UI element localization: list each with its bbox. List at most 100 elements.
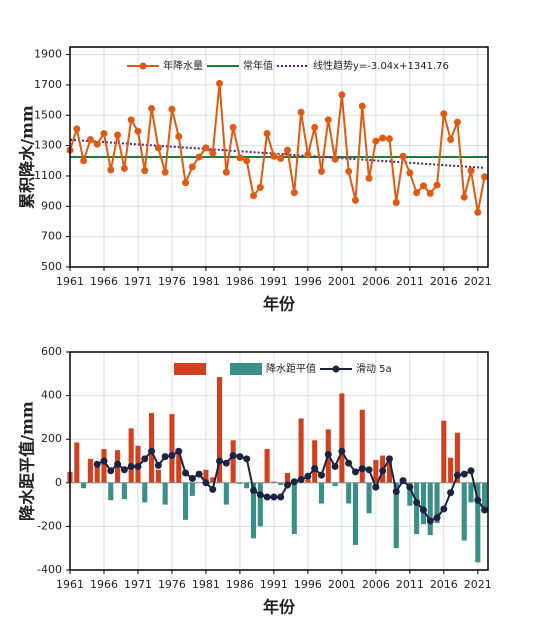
data-point bbox=[440, 110, 448, 118]
bar bbox=[461, 482, 467, 541]
data-point bbox=[100, 457, 108, 465]
data-line bbox=[69, 83, 486, 213]
legend-swatch bbox=[230, 363, 262, 375]
bar bbox=[121, 482, 127, 500]
bar bbox=[407, 482, 413, 506]
data-point bbox=[433, 181, 441, 189]
data-point bbox=[460, 470, 468, 478]
data-point bbox=[297, 108, 305, 116]
data-point bbox=[447, 136, 455, 144]
x-tick-label: 2016 bbox=[430, 578, 458, 591]
plot-frame bbox=[69, 46, 489, 268]
y-tick-label: -200 bbox=[37, 519, 62, 532]
data-point bbox=[134, 127, 142, 135]
bar bbox=[176, 453, 182, 483]
trend-equation: y=-3.04x+1341.76 bbox=[353, 61, 449, 72]
data-point bbox=[324, 450, 332, 458]
y-axis-title: 累积降水/mm bbox=[18, 105, 37, 209]
bar bbox=[142, 482, 148, 503]
data-point bbox=[175, 447, 183, 455]
y-tick-label: 200 bbox=[41, 432, 62, 445]
data-point bbox=[440, 505, 448, 513]
data-point bbox=[229, 123, 237, 131]
data-point bbox=[290, 478, 298, 486]
y-tick-label: 700 bbox=[41, 230, 62, 243]
data-point bbox=[453, 471, 461, 479]
data-point bbox=[243, 455, 251, 463]
bar bbox=[305, 479, 311, 483]
data-point bbox=[358, 102, 366, 110]
data-point bbox=[311, 465, 319, 473]
data-point bbox=[365, 174, 373, 182]
data-point bbox=[338, 91, 346, 99]
x-tick-label: 2016 bbox=[430, 275, 458, 288]
data-point bbox=[263, 493, 271, 501]
data-point bbox=[188, 163, 196, 171]
bar bbox=[448, 457, 454, 483]
data-point bbox=[127, 116, 135, 124]
data-point bbox=[277, 493, 285, 501]
data-point bbox=[481, 173, 489, 181]
data-point bbox=[304, 151, 312, 159]
bar bbox=[101, 449, 107, 483]
bar bbox=[81, 482, 87, 489]
data-point bbox=[385, 455, 393, 463]
bar bbox=[216, 377, 223, 483]
data-point bbox=[379, 467, 387, 475]
y-tick-label: 1700 bbox=[34, 78, 62, 91]
bar bbox=[182, 482, 189, 520]
bar bbox=[352, 482, 359, 545]
legend-label: 线性趋势 bbox=[313, 59, 353, 72]
data-point bbox=[222, 168, 230, 176]
data-point bbox=[406, 483, 414, 491]
bar bbox=[155, 469, 161, 483]
data-point bbox=[311, 123, 319, 131]
x-tick-label: 2011 bbox=[396, 275, 424, 288]
data-point bbox=[474, 208, 482, 216]
data-point bbox=[460, 193, 468, 201]
x-tick-label: 1991 bbox=[260, 275, 288, 288]
data-point bbox=[73, 125, 81, 133]
bar bbox=[203, 469, 209, 483]
data-point bbox=[351, 468, 359, 476]
bar bbox=[318, 482, 325, 504]
data-point bbox=[399, 477, 407, 485]
bar bbox=[189, 482, 195, 496]
data-point bbox=[467, 167, 475, 175]
data-point bbox=[317, 167, 325, 175]
data-point bbox=[93, 140, 101, 148]
x-axis-title: 年份 bbox=[263, 295, 296, 314]
data-point bbox=[331, 462, 339, 470]
legend-label: 年降水量 bbox=[163, 59, 203, 72]
bar bbox=[278, 482, 284, 485]
data-point bbox=[229, 452, 237, 460]
data-point bbox=[141, 167, 149, 175]
data-point bbox=[148, 104, 156, 112]
bar bbox=[468, 482, 474, 503]
data-point bbox=[120, 466, 128, 474]
data-point bbox=[100, 129, 108, 137]
bar bbox=[271, 481, 277, 483]
data-point bbox=[447, 489, 455, 497]
data-point bbox=[392, 199, 400, 207]
legend-label: 滑动 5a bbox=[356, 363, 392, 375]
data-point bbox=[182, 469, 190, 477]
data-point bbox=[80, 157, 88, 165]
data-point bbox=[161, 453, 169, 461]
data-point bbox=[154, 461, 162, 469]
y-tick-label: 600 bbox=[41, 345, 62, 358]
legend-marker bbox=[332, 365, 340, 373]
legend-swatch bbox=[174, 363, 206, 375]
data-point bbox=[290, 189, 298, 197]
data-point bbox=[474, 496, 482, 504]
bar bbox=[250, 482, 257, 539]
bar bbox=[414, 482, 420, 535]
data-point bbox=[419, 506, 427, 514]
x-tick-label: 1961 bbox=[56, 275, 84, 288]
data-point bbox=[195, 153, 203, 161]
data-point bbox=[120, 164, 128, 172]
x-axis-title: 年份 bbox=[263, 598, 296, 617]
y-tick-label: 1100 bbox=[34, 169, 62, 182]
data-point bbox=[413, 189, 421, 197]
